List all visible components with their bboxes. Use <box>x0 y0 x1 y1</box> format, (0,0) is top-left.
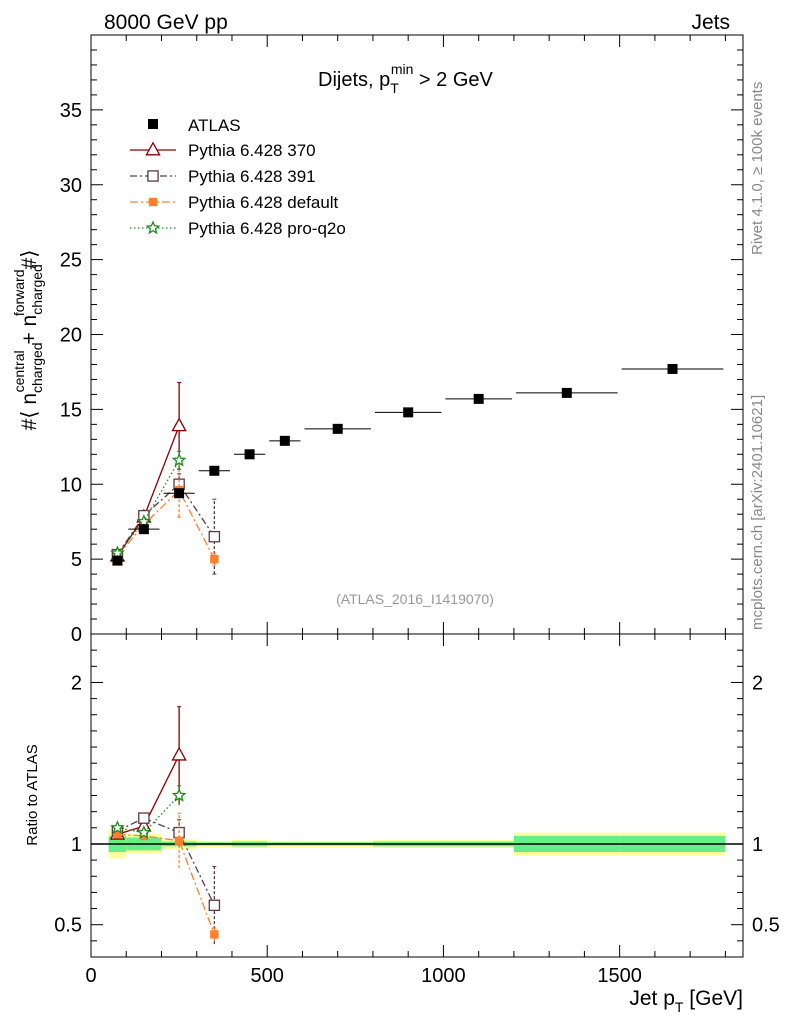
analysis-id: (ATLAS_2016_I1419070) <box>336 591 494 607</box>
y-tick-label: 15 <box>60 399 82 421</box>
series-line <box>116 425 180 557</box>
series-line <box>116 489 215 560</box>
data-point <box>244 449 255 460</box>
data-point <box>210 554 219 564</box>
x-tick-label: 500 <box>251 965 284 987</box>
y-tick-label: 10 <box>60 474 82 496</box>
ratio-tick-label: 0.5 <box>54 915 82 937</box>
axis-ticks: 0 500 1000 1500 5 10 15 20 25 30 35 0 0.5 0.5 1 1 2 2 <box>54 35 780 987</box>
legend-marker <box>148 119 158 129</box>
ratio-tick-label-right: 0.5 <box>752 915 780 937</box>
y-tick-label: 20 <box>60 325 82 347</box>
data-point <box>332 423 343 434</box>
data-point <box>208 530 221 543</box>
data-point <box>171 787 187 802</box>
plot-title: Dijets, pTmin > 2 GeV <box>318 61 494 96</box>
ratio-line <box>117 833 215 935</box>
data-point <box>403 407 414 418</box>
ratio-y-axis-label: Ratio to ATLAS <box>24 744 41 845</box>
data-point <box>171 452 187 467</box>
data-point <box>171 417 187 432</box>
y-tick-label: 25 <box>60 250 82 272</box>
legend: ATLAS Pythia 6.428 370 Pythia 6.428 391 Pyt… <box>130 116 346 238</box>
data-point <box>210 930 219 939</box>
mcplots-label: mcplots.cern.ch [arXiv:2401.10621] <box>749 395 766 630</box>
legend-entry-1: Pythia 6.428 391 <box>130 167 316 186</box>
data-point <box>110 820 125 835</box>
y-tick-label: 5 <box>71 549 82 571</box>
ratio-tick-label: 2 <box>71 672 82 694</box>
ratio-panel <box>91 706 743 945</box>
ratio-series-3 <box>110 785 187 839</box>
series-2 <box>113 462 219 566</box>
data-point <box>147 170 159 182</box>
svg-text:#⟨ nchargedcentral + nchargedf: #⟨ nchargedcentral + nchargedforward#⟩ <box>11 250 45 431</box>
data-point <box>138 812 150 824</box>
main-panel <box>109 363 724 575</box>
y-axis-label: #⟨ nchargedcentral + nchargedforward#⟩ <box>11 250 45 431</box>
data-point <box>148 197 158 207</box>
ratio-line <box>117 817 215 906</box>
ratio-panel-frame <box>90 633 744 958</box>
data-point <box>138 524 149 535</box>
ratio-tick-label-right: 1 <box>752 834 763 856</box>
x-tick-label: 1000 <box>421 965 466 987</box>
legend-label: Pythia 6.428 default <box>188 193 339 212</box>
series-1 <box>111 473 221 575</box>
legend-entry-2: Pythia 6.428 default <box>130 193 339 212</box>
ratio-tick-label-right: 2 <box>752 672 763 694</box>
x-axis-label: Jet pT [GeV] <box>629 987 743 1015</box>
data-point <box>473 393 484 404</box>
legend-entry-atlas: ATLAS <box>148 116 241 135</box>
data-point <box>171 746 187 761</box>
data-point <box>113 830 122 839</box>
header-right: Jets <box>691 11 730 34</box>
ratio-series-1 <box>111 812 221 945</box>
y-tick-label: 35 <box>60 100 82 122</box>
x-tick-label: 0 <box>85 965 96 987</box>
y-tick-label-zero: 0 <box>71 624 82 646</box>
ratio-series-2 <box>113 812 219 941</box>
data-point <box>136 824 152 839</box>
data-point <box>667 363 678 374</box>
ratio-tick-label: 1 <box>71 834 82 856</box>
data-point <box>145 220 161 235</box>
header-left: 8000 GeV pp <box>104 11 228 34</box>
atlas-data <box>110 363 724 566</box>
series-line <box>116 483 215 555</box>
legend-label: Pythia 6.428 pro-q2o <box>188 219 346 238</box>
data-point <box>174 488 185 499</box>
data-point <box>279 435 290 446</box>
data-point <box>174 836 184 845</box>
data-point <box>145 141 161 156</box>
y-tick-label: 30 <box>60 175 82 197</box>
data-point <box>208 899 221 912</box>
legend-label: Pythia 6.428 391 <box>188 167 316 186</box>
legend-entry-3: Pythia 6.428 pro-q2o <box>130 219 346 238</box>
legend-label: Pythia 6.428 370 <box>188 141 316 160</box>
legend-entry-0: Pythia 6.428 370 <box>130 141 316 160</box>
data-point <box>561 387 572 398</box>
data-point <box>112 555 123 566</box>
x-tick-label: 1500 <box>597 965 642 987</box>
data-point <box>209 465 220 476</box>
ratio-line <box>117 795 180 834</box>
rivet-label: Rivet 4.1.0, ≥ 100k events <box>749 82 766 255</box>
legend-label: ATLAS <box>188 116 241 135</box>
